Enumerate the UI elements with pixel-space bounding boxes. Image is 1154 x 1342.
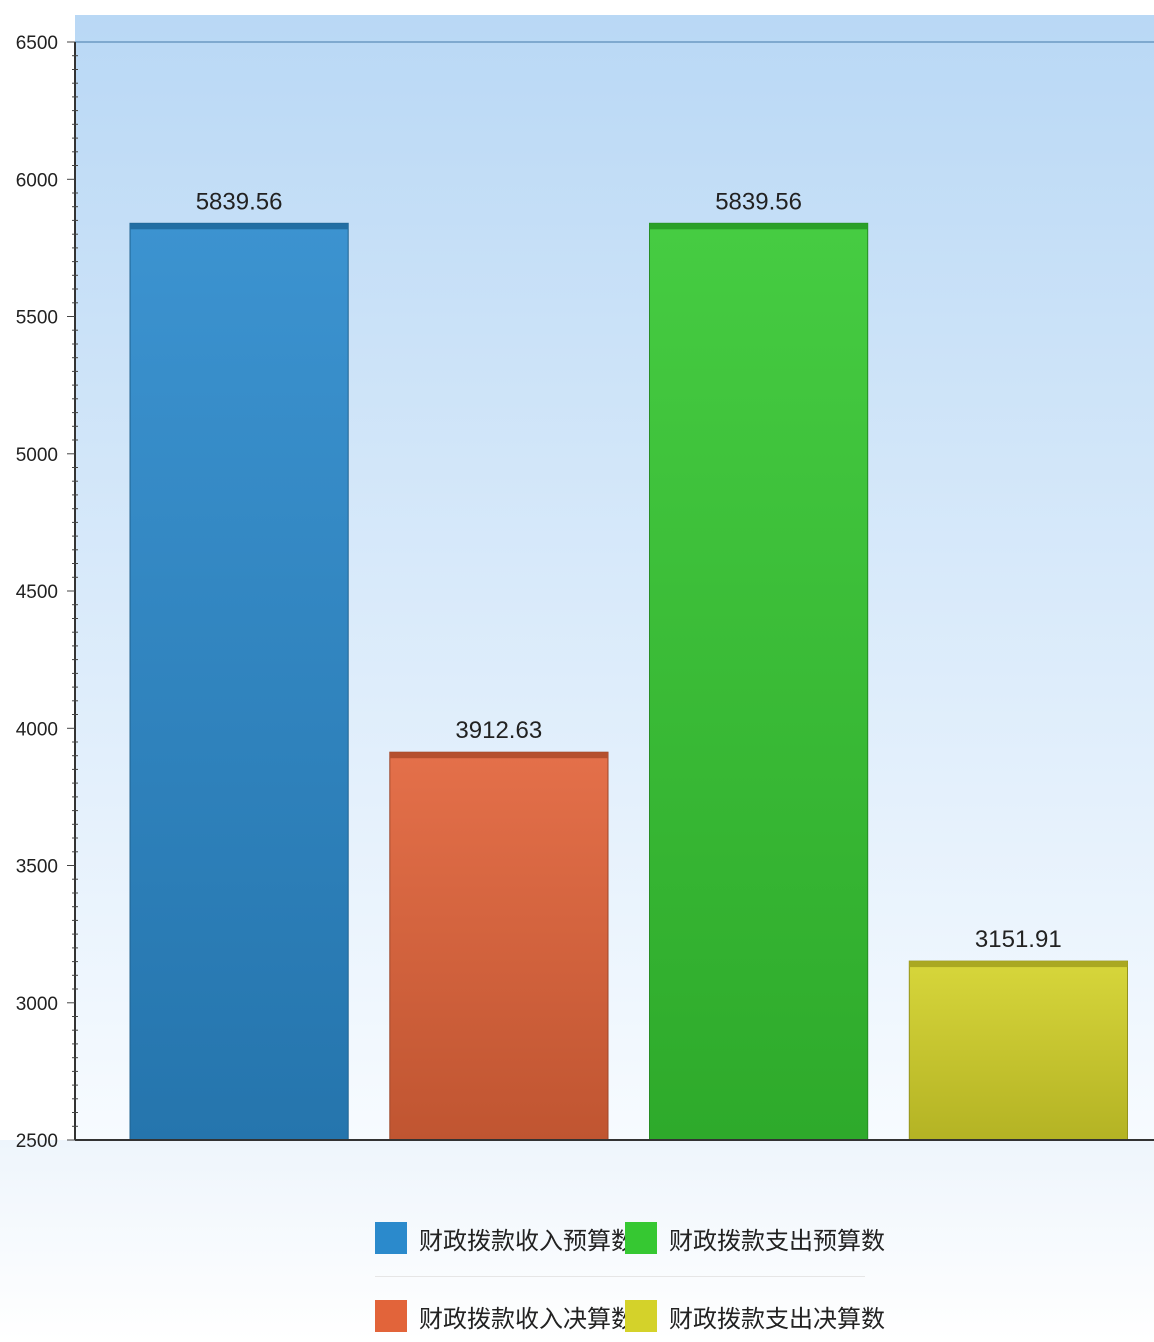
legend-separator (375, 1276, 865, 1277)
legend-swatch-2 (375, 1300, 407, 1332)
legend-item-0: 财政拨款收入预算数 (375, 1220, 635, 1256)
y-tick-label: 3000 (16, 994, 58, 1015)
y-tick-label: 4500 (16, 582, 58, 603)
bars-layer (129, 222, 1128, 1141)
legend-item-3: 财政拨款支出决算数 (625, 1298, 885, 1334)
legend-label-3: 财政拨款支出决算数 (669, 1304, 885, 1333)
bar-2 (649, 222, 869, 1141)
y-tick-label: 5000 (16, 445, 58, 466)
y-tick-label: 3500 (16, 857, 58, 878)
y-tick-label: 6500 (16, 33, 58, 54)
bar-3 (908, 960, 1128, 1141)
legend-swatch-0 (375, 1222, 407, 1254)
data-label-1: 3912.63 (455, 717, 542, 744)
data-label-0: 5839.56 (196, 188, 283, 215)
bar-top-2 (649, 223, 868, 230)
data-label-2: 5839.56 (715, 188, 802, 215)
legend-item-2: 财政拨款收入决算数 (375, 1298, 635, 1334)
y-tick-label: 6000 (16, 170, 58, 191)
bar-top-3 (909, 961, 1128, 968)
legend-swatch-3 (625, 1300, 657, 1332)
data-label-3: 3151.91 (975, 926, 1062, 953)
legend-label-2: 财政拨款收入决算数 (419, 1304, 635, 1333)
bar-1 (389, 751, 609, 1141)
legend-swatch-1 (625, 1222, 657, 1254)
legend: 财政拨款收入预算数 财政拨款支出预算数 财政拨款收入决算数 财政拨款支出决算数 (375, 1212, 885, 1342)
bar-top-1 (389, 752, 608, 759)
y-tick-label: 4000 (16, 719, 58, 740)
data-labels-layer: 5839.56 3912.63 5839.56 3151.91 (196, 188, 1062, 953)
y-tick-label: 5500 (16, 308, 58, 329)
legend-background (0, 1140, 1154, 1342)
bar-top-0 (130, 223, 349, 230)
legend-label-0: 财政拨款收入预算数 (419, 1226, 635, 1255)
y-axis: 2500 3000 3500 4000 4500 5000 5500 6000 6500 (16, 33, 1154, 1152)
bar-0 (129, 222, 349, 1141)
y-tick-label: 2500 (16, 1131, 58, 1152)
legend-label-1: 财政拨款支出预算数 (669, 1226, 885, 1255)
legend-item-1: 财政拨款支出预算数 (625, 1220, 885, 1256)
